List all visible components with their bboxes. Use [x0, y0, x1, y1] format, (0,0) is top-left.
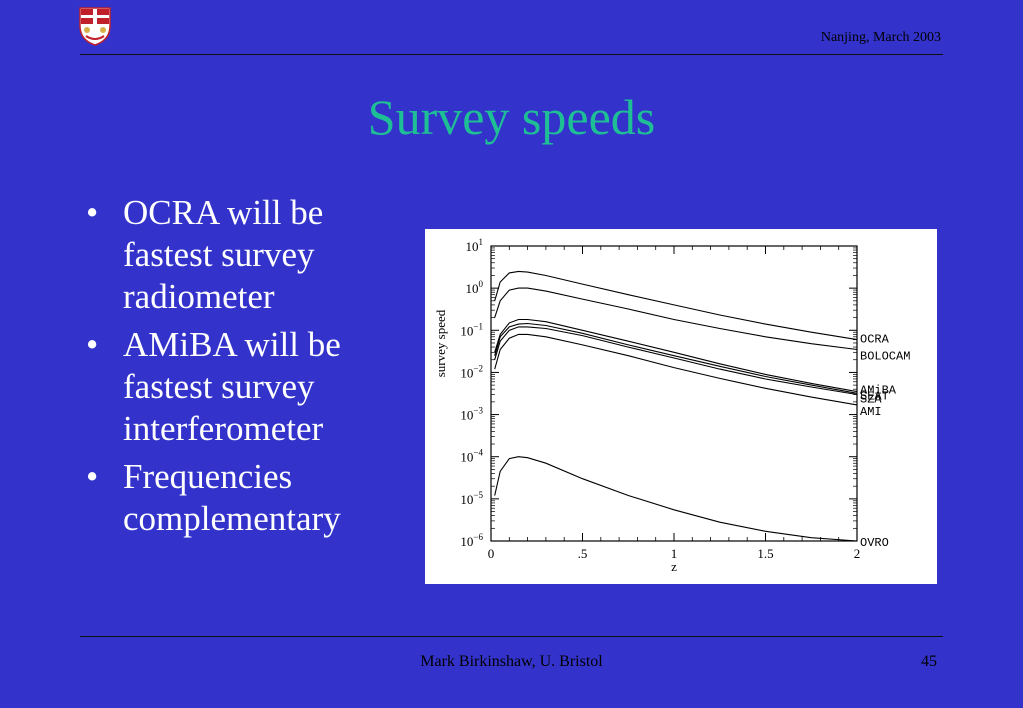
series-line-seat: [494, 326, 858, 396]
series-label-ocra: OCRA: [860, 333, 890, 347]
survey-speed-chart: 0 .5 1 1.5 2 10−6 10−5 10−4 10−3 10−2 10−1 100 101 z s…: [433, 237, 910, 574]
header-divider: [80, 54, 943, 55]
x-tick-label: 2: [854, 546, 861, 561]
bullet-item: • OCRA will be fastest survey radiometer: [86, 192, 416, 318]
footer-divider: [80, 636, 943, 637]
y-tick-label: 10−5: [460, 490, 483, 507]
series-label-seat: SEAT: [860, 389, 889, 403]
series-label-bolocam: BOLOCAM: [860, 350, 910, 364]
bullet-item: • AMiBA will be fastest survey interfero…: [86, 324, 416, 450]
bullet-line: interferometer: [123, 409, 324, 448]
series-label-ovro: OVRO: [860, 536, 889, 550]
bullet-line: OCRA will be: [123, 193, 324, 232]
bullet-dot-icon: •: [86, 457, 99, 496]
series-label-sza: SZA: [860, 392, 882, 406]
series-line-bolocam: [494, 287, 858, 351]
bullet-list: • OCRA will be fastest survey radiometer…: [86, 192, 416, 546]
x-tick-label: .5: [578, 546, 588, 561]
bullet-line: fastest survey: [123, 367, 315, 406]
bullet-line: fastest survey: [123, 235, 315, 274]
bullet-line: Frequencies: [123, 457, 293, 496]
series-label-amiba: AMiBA: [860, 384, 897, 398]
university-crest-icon: [79, 7, 111, 46]
series-label-ami: AMI: [860, 405, 882, 419]
series-line-sza: [494, 322, 858, 394]
y-tick-label: 10−3: [460, 406, 483, 423]
page-number: 45: [921, 653, 937, 670]
bullet-line: complementary: [123, 499, 341, 538]
bullet-line: AMiBA will be: [123, 325, 341, 364]
x-tick-label: 0: [488, 546, 495, 561]
y-axis-label: survey speed: [433, 309, 448, 377]
header-venue-date: Nanjing, March 2003: [820, 30, 941, 45]
x-axis-label: z: [671, 559, 677, 574]
y-tick-label: 10−6: [460, 532, 483, 549]
y-tick-label: 101: [466, 237, 484, 254]
x-tick-label: 1: [671, 546, 678, 561]
footer-author: Mark Birkinshaw, U. Bristol: [420, 653, 603, 670]
series-line-ovro: [494, 456, 858, 542]
series-line-ocra: [494, 270, 858, 341]
y-tick-label: 100: [466, 279, 484, 296]
bullet-dot-icon: •: [86, 325, 99, 364]
slide-title: Survey speeds: [367, 89, 656, 145]
bullet-item: • Frequencies complementary: [86, 456, 416, 540]
y-tick-label: 10−1: [460, 321, 483, 338]
series-line-amiba: [494, 318, 858, 393]
plot-frame: [490, 245, 858, 542]
chart-panel: 0 .5 1 1.5 2 10−6 10−5 10−4 10−3 10−2 10−1 100 101 z s…: [425, 229, 937, 584]
x-tick-label: 1.5: [757, 546, 773, 561]
series-line-ami: [494, 333, 858, 406]
y-tick-label: 10−2: [460, 363, 483, 380]
y-tick-label: 10−4: [460, 448, 483, 465]
bullet-line: radiometer: [123, 277, 275, 316]
bullet-dot-icon: •: [86, 193, 99, 232]
